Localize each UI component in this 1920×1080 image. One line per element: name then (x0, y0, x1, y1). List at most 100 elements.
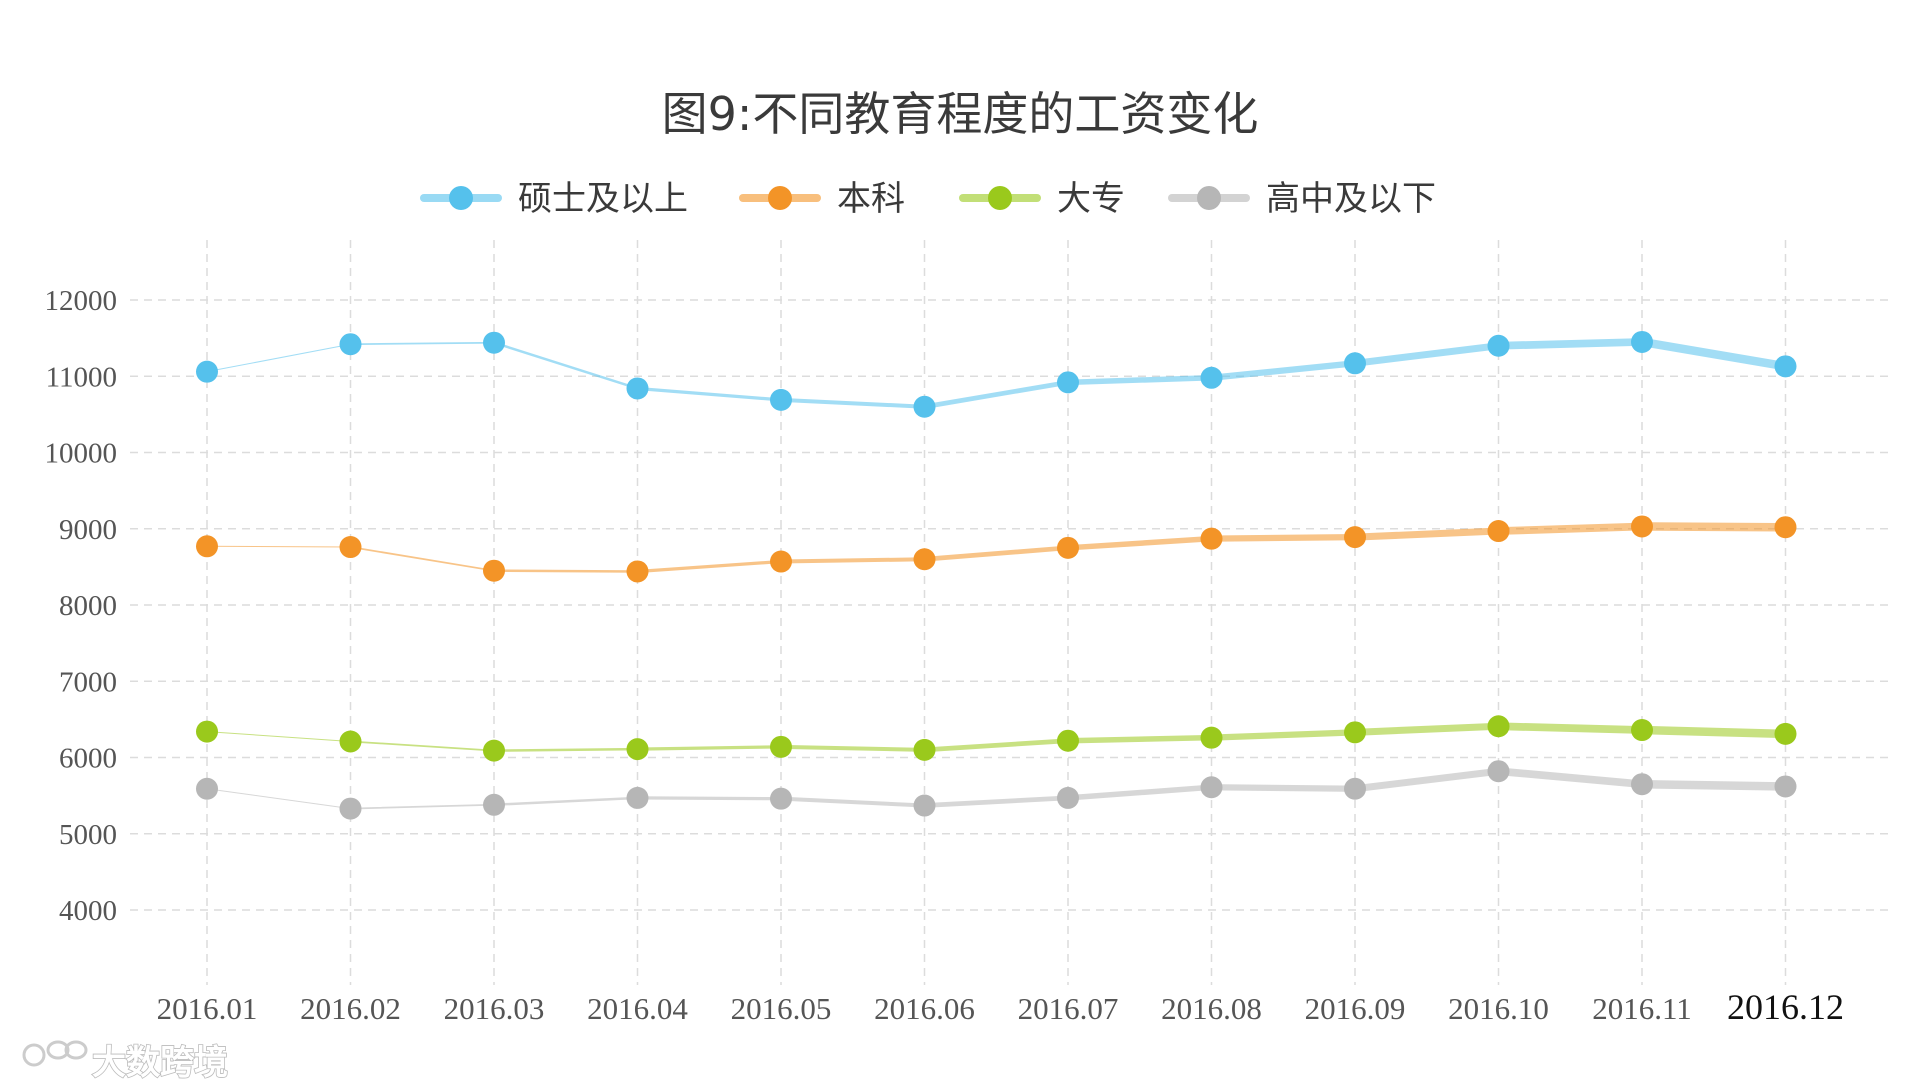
series-points (196, 330, 1797, 820)
series-line-segment (1208, 360, 1359, 381)
legend-swatch-dot (449, 186, 473, 210)
data-point (1057, 729, 1079, 752)
series-line-segment (349, 546, 495, 572)
data-point (1487, 715, 1510, 738)
series-line-segment (1494, 722, 1646, 734)
series-line-segment (1351, 767, 1502, 793)
data-point (1200, 726, 1223, 749)
series-line-segment (1637, 522, 1790, 532)
x-tick-label: 2016.06 (874, 991, 975, 1026)
x-tick-label: 2016.03 (444, 991, 545, 1026)
series-line-segment (206, 343, 351, 373)
y-tick-label: 12000 (45, 285, 118, 317)
series-line-segment (1637, 337, 1790, 371)
data-point (1200, 776, 1223, 799)
data-point (770, 550, 792, 573)
series-line-segment (1494, 338, 1646, 350)
series-line-segment (1065, 784, 1215, 801)
data-point (1487, 520, 1510, 543)
data-point (339, 730, 362, 753)
series-line-segment (922, 738, 1071, 753)
data-point (1774, 355, 1797, 378)
legend-swatch-dot (768, 186, 792, 210)
series-line-segment (635, 559, 783, 574)
data-point (1200, 366, 1223, 389)
legend-swatch-dot (1197, 186, 1221, 210)
data-point (1057, 786, 1079, 809)
series-line-segment (779, 796, 927, 808)
data-point (626, 560, 649, 583)
data-point (196, 720, 218, 743)
data-point (196, 535, 218, 558)
x-tick-label: 2016.02 (300, 991, 401, 1026)
legend-label: 大专 (1057, 179, 1125, 219)
series-line-segment (349, 341, 495, 346)
data-point (1344, 352, 1366, 375)
series-line-segment (1208, 729, 1359, 741)
data-point (1631, 515, 1653, 538)
series-line-segment (635, 386, 783, 402)
data-point (1200, 527, 1223, 550)
y-tick-label: 6000 (59, 743, 117, 775)
data-point (770, 787, 792, 810)
x-tick-label: 2016.11 (1592, 991, 1692, 1026)
y-axis-ticks: 4000 5000 6000 7000 8000 9000 10000 11000 12000 (45, 285, 118, 927)
legend-item: 高中及以下 (1168, 179, 1436, 219)
series-line-segment (922, 545, 1071, 562)
watermark-text: 大数跨境 (92, 1043, 228, 1080)
chart-title: 图9:不同教育程度的工资变化 (662, 87, 1259, 141)
legend-swatch-dot (988, 186, 1012, 210)
x-axis-ticks: 2016.01 2016.02 2016.03 2016.04 2016.05 2016.… (157, 987, 1844, 1027)
series-line-segment (1065, 734, 1215, 744)
series-line-segment (1637, 725, 1790, 739)
data-point (1774, 775, 1797, 798)
y-tick-label: 4000 (59, 895, 117, 927)
y-tick-label: 5000 (59, 819, 117, 851)
data-point (1774, 516, 1797, 539)
series-line-segment (1351, 722, 1502, 736)
series-line-segment (1637, 779, 1790, 791)
series-line-segment (922, 795, 1071, 808)
data-point (1631, 719, 1653, 742)
series-line-segment (1351, 527, 1502, 541)
data-point (483, 793, 505, 816)
data-point (1057, 536, 1079, 559)
legend-item: 大专 (959, 179, 1125, 219)
series-line-segment (635, 796, 783, 801)
series-line-segment (1494, 522, 1646, 535)
data-point (339, 333, 362, 356)
series-line-segment (349, 740, 495, 752)
data-point (483, 739, 505, 762)
x-tick-label: 2016.10 (1448, 991, 1549, 1026)
x-tick-label: 2016.01 (157, 991, 258, 1026)
watermark: 大数跨境 (22, 1040, 229, 1080)
legend-item: 本科 (739, 179, 905, 219)
data-point (483, 559, 505, 582)
series-line-segment (779, 744, 927, 752)
legend: 硕士及以上 本科 大专 高中及以下 (420, 179, 1436, 219)
series-line-segment (1208, 534, 1359, 542)
legend-label: 硕士及以上 (518, 179, 688, 219)
series-line-segment (1065, 375, 1215, 386)
x-tick-label: 2016.05 (731, 991, 832, 1026)
data-point (626, 377, 649, 400)
data-point (196, 360, 218, 383)
x-tick-label: 2016.07 (1018, 991, 1119, 1026)
data-point (1631, 773, 1653, 796)
series-line-segment (206, 731, 351, 742)
y-tick-label: 7000 (59, 666, 117, 698)
series-line-segment (492, 341, 639, 390)
y-tick-label: 11000 (46, 361, 117, 393)
grid (130, 240, 1890, 985)
data-point (1344, 777, 1366, 800)
legend-label: 本科 (837, 179, 905, 219)
data-point (770, 735, 792, 758)
data-point (1487, 760, 1510, 783)
series-line-segment (779, 397, 927, 409)
y-tick-label: 8000 (59, 590, 117, 622)
series-line-segment (206, 788, 351, 810)
watermark-logo-icon (22, 1040, 88, 1067)
data-point (626, 738, 649, 761)
data-point (483, 331, 505, 354)
series-line-segment (1208, 784, 1359, 792)
